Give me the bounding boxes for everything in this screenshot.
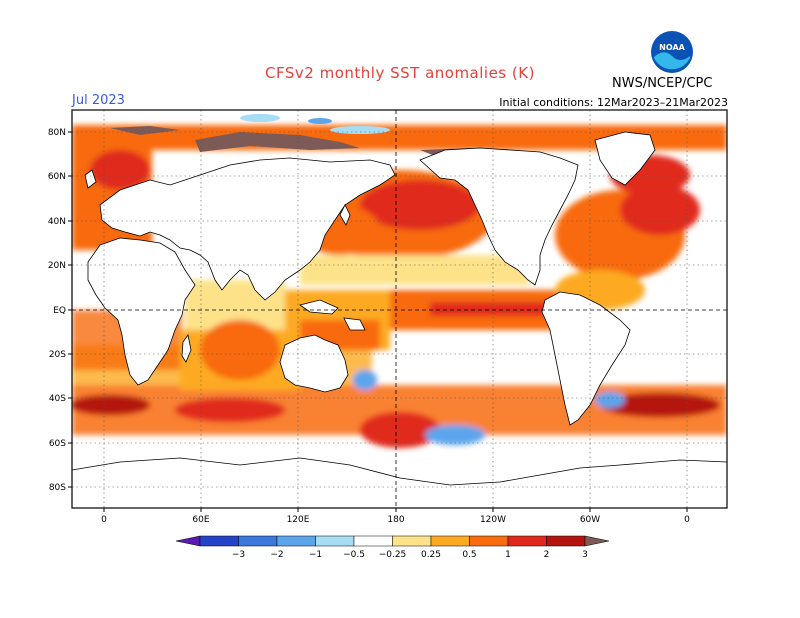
colorbar-label: 2	[544, 550, 550, 560]
colorbar-label: −0.5	[343, 550, 365, 560]
colorbar-label: 3	[582, 550, 588, 560]
svg-text:NOAA: NOAA	[659, 43, 685, 52]
anomaly-field	[72, 110, 727, 508]
colorbar-label: 0.5	[462, 550, 476, 560]
colorbar-swatch	[199, 535, 239, 547]
colorbar-label: −3	[232, 550, 245, 560]
lon-label: 120W	[480, 515, 506, 525]
lat-label: 60S	[49, 439, 66, 449]
lat-label: 80S	[49, 483, 66, 493]
colorbar-label: −0.25	[379, 550, 407, 560]
colorbar-swatch	[546, 535, 586, 547]
lon-label: 180	[387, 515, 404, 525]
colorbar-label: −2	[270, 550, 283, 560]
colorbar-high-arrow	[584, 535, 610, 547]
forecast-month: Jul 2023	[72, 93, 125, 108]
colorbar-swatch	[276, 535, 316, 547]
longitude-axis: 0 60E 120E 180 120W 60W 0	[101, 508, 690, 525]
graticule	[72, 110, 727, 508]
colorbar-swatch	[315, 535, 355, 547]
lat-label: 80N	[48, 128, 66, 138]
colorbar: −3 −2 −1 −0.5 −0.25 0.25 0.5 1 2 3	[175, 535, 610, 560]
latitude-axis: 80N 60N 40N 20N EQ 20S 40S 60S 80S	[48, 128, 72, 493]
colorbar-swatch	[469, 535, 509, 547]
lat-label: 20N	[48, 261, 66, 271]
lat-label: 40S	[49, 394, 66, 404]
chart-title: CFSv2 monthly SST anomalies (K)	[265, 64, 535, 82]
colorbar-swatch	[238, 535, 278, 547]
lat-label: 20S	[49, 350, 66, 360]
lat-label: EQ	[53, 306, 66, 316]
lon-label: 120E	[287, 515, 310, 525]
noaa-logo-icon: NOAA	[651, 31, 693, 73]
colorbar-label: −1	[309, 550, 322, 560]
colorbar-low-arrow	[175, 535, 201, 547]
colorbar-swatch	[507, 535, 547, 547]
lat-label: 40N	[48, 217, 66, 227]
colorbar-label: 0.25	[421, 550, 441, 560]
initial-conditions: Initial conditions: 12Mar2023–21Mar2023	[499, 96, 728, 109]
continent-outlines	[72, 131, 727, 486]
org-label: NWS/NCEP/CPC	[612, 76, 713, 91]
lon-label: 60W	[580, 515, 600, 525]
lat-label: 60N	[48, 172, 66, 182]
colorbar-swatch	[392, 535, 432, 547]
lon-label: 60E	[192, 515, 209, 525]
colorbar-swatch	[353, 535, 393, 547]
lon-label: 0	[684, 515, 690, 525]
map-frame	[71, 109, 728, 509]
colorbar-swatch	[430, 535, 470, 547]
colorbar-label: 1	[505, 550, 511, 560]
lon-label: 0	[101, 515, 107, 525]
